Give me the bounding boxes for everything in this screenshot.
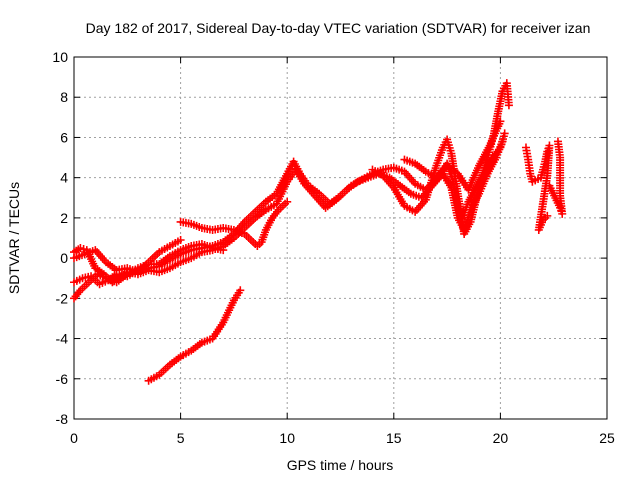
x-tick-label: 25 [599, 430, 615, 446]
data-point [283, 197, 292, 206]
data-points [70, 79, 567, 385]
data-point [219, 246, 228, 255]
data-point [543, 211, 552, 220]
data-point [498, 137, 507, 146]
y-tick-label: 8 [60, 89, 68, 105]
axis-ticks: 0 5 10 15 20 25 -8 -6 -4 -2 0 2 4 6 8 10 [52, 49, 615, 446]
data-series-8 [521, 137, 567, 234]
data-point [500, 129, 509, 138]
plot-frame [73, 56, 608, 420]
y-tick-label: 2 [60, 210, 68, 226]
y-axis-title: SDTVAR / TECUs [6, 182, 22, 294]
data-series-3 [70, 236, 185, 277]
data-series-4 [176, 197, 292, 251]
y-tick-label: -4 [56, 331, 69, 347]
y-tick-label: 4 [60, 170, 68, 186]
data-series-5 [144, 286, 245, 385]
x-tick-label: 5 [177, 430, 185, 446]
data-series-7 [400, 117, 505, 194]
data-point [504, 101, 513, 110]
x-tick-label: 0 [70, 430, 78, 446]
x-tick-label: 15 [386, 430, 402, 446]
data-point [236, 286, 245, 295]
x-axis-title: GPS time / hours [287, 457, 394, 473]
data-point [496, 117, 505, 126]
y-tick-label: -2 [56, 290, 69, 306]
x-tick-label: 20 [493, 430, 509, 446]
x-tick-label: 10 [279, 430, 295, 446]
chart-title: Day 182 of 2017, Sidereal Day-to-day VTE… [86, 20, 591, 36]
y-tick-label: 10 [52, 49, 68, 65]
data-point [176, 236, 185, 245]
y-tick-label: 0 [60, 250, 68, 266]
y-tick-label: -6 [56, 371, 69, 387]
data-point [545, 181, 554, 190]
y-tick-label: 6 [60, 129, 68, 145]
y-tick-label: -8 [56, 411, 69, 427]
grid [74, 57, 607, 419]
